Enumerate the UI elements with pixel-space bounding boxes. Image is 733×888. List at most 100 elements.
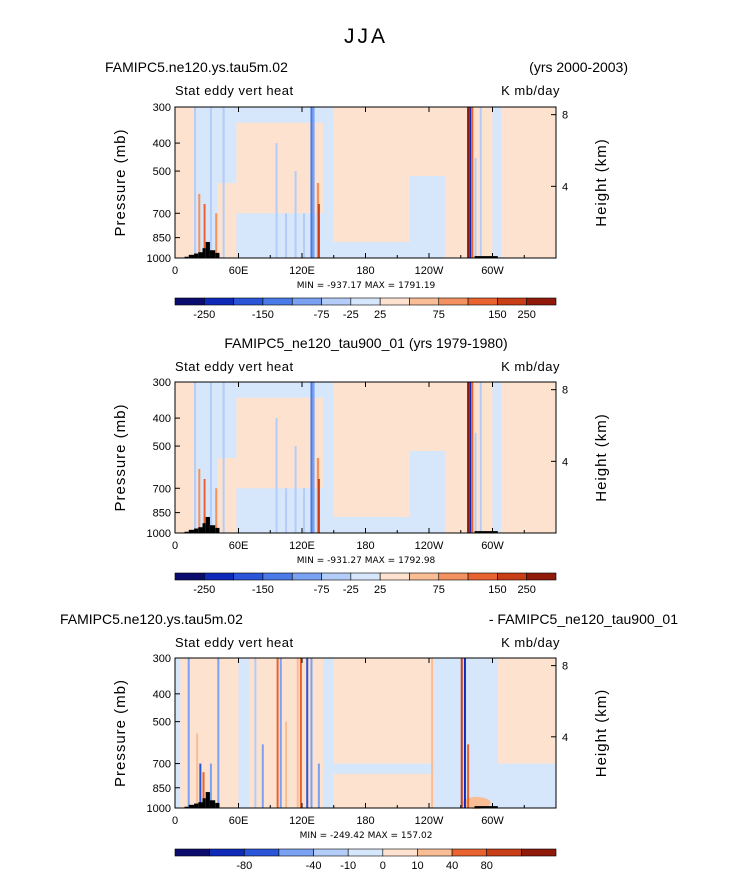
panel-right-title: (yrs 2000-2003)	[529, 59, 628, 75]
colorbar-label: 40	[446, 860, 458, 872]
colorbar-label: -75	[314, 309, 330, 321]
field-streak	[317, 203, 320, 258]
x-tick-label: 60E	[229, 540, 249, 552]
field-region	[217, 183, 237, 258]
y-tick-label: 700	[153, 483, 171, 495]
colorbar-box	[174, 848, 210, 857]
x-tick-label: 60E	[229, 815, 249, 827]
y-tick-label: 1000	[147, 253, 171, 265]
field-region	[180, 658, 239, 808]
field-streak	[469, 382, 472, 533]
colorbar-label: 0	[380, 860, 386, 872]
field-streak	[209, 382, 212, 533]
variable-label: Stat eddy vert heat	[175, 635, 294, 650]
units-label: K mb/day	[501, 359, 560, 374]
topography	[205, 792, 210, 808]
colorbar-box	[313, 848, 349, 857]
x-tick-label: 120E	[289, 265, 315, 277]
field-streak	[261, 744, 264, 808]
colorbar-box	[526, 297, 557, 306]
topography	[474, 256, 498, 258]
topography	[474, 806, 498, 808]
colorbar-label: 25	[374, 584, 386, 596]
colorbar-box	[243, 848, 280, 857]
colorbar-box	[204, 572, 234, 581]
field-streak	[285, 213, 288, 258]
y-tick-label: 1000	[147, 803, 171, 815]
colorbar-label: -150	[252, 584, 274, 596]
figure-title: JJA	[344, 25, 388, 48]
field-streak	[285, 488, 288, 533]
field-streak	[279, 658, 282, 808]
x-tick-label: 60E	[229, 265, 249, 277]
colorbar-box	[233, 297, 264, 306]
topography	[209, 250, 216, 258]
topography	[215, 527, 220, 533]
panel-right-title: - FAMIPC5_ne120_tau900_01	[489, 611, 678, 627]
y-tick-label: 700	[153, 208, 171, 220]
y-tick-label: 400	[153, 413, 171, 425]
colorbar-label: 250	[518, 309, 536, 321]
field-region	[280, 216, 324, 258]
y-tick-label: 500	[153, 166, 171, 178]
colorbar-label: 150	[488, 584, 506, 596]
y-axis-label: Pressure (mb)	[112, 679, 129, 787]
colorbar-box	[382, 848, 418, 857]
colorbar-box	[438, 297, 469, 306]
panel-3: 0 60E 120E 180 120W 60W300400500700850100084P…	[60, 611, 678, 872]
y-tick-label: 400	[153, 689, 171, 701]
field-streak	[209, 107, 212, 258]
field-region	[409, 107, 445, 176]
field-streak	[303, 213, 306, 258]
field-region	[497, 658, 556, 764]
field-streak	[471, 382, 474, 533]
topography	[209, 800, 216, 808]
stats-text: MIN = -249.42 MAX = 157.02	[300, 831, 433, 841]
field-region	[175, 107, 197, 258]
colorbar-box	[262, 297, 293, 306]
colorbar-label: -80	[236, 860, 252, 872]
topography	[184, 806, 189, 808]
field-streak	[317, 763, 320, 808]
field-streak	[310, 107, 313, 258]
height-tick-label: 4	[562, 456, 568, 468]
x-tick-label: 180	[356, 265, 374, 277]
topography	[184, 531, 189, 533]
colorbar-box	[321, 297, 352, 306]
colorbar-box	[278, 848, 314, 857]
field-streak	[222, 107, 225, 258]
x-tick-label: 180	[356, 540, 374, 552]
field-streak	[203, 203, 206, 258]
topography	[202, 248, 206, 258]
colorbar-box	[174, 297, 205, 306]
field-streak	[463, 658, 466, 808]
field-region	[175, 382, 197, 533]
field-streak	[460, 658, 463, 808]
field-streak	[275, 418, 278, 533]
field-streak	[317, 478, 320, 533]
x-tick-label: 120E	[289, 540, 315, 552]
colorbar-label: 25	[374, 309, 386, 321]
colorbar-label: -25	[343, 309, 359, 321]
colorbar-label: 75	[433, 584, 445, 596]
y-axis-label: Pressure (mb)	[112, 403, 129, 511]
field-streak	[479, 107, 482, 258]
colorbar-label: 80	[481, 860, 493, 872]
field-streak	[474, 432, 477, 533]
field-streak	[198, 468, 201, 533]
field-streak	[254, 658, 257, 808]
height-tick-label: 8	[562, 385, 568, 397]
colorbar-label: -40	[306, 860, 322, 872]
y-tick-label: 300	[153, 377, 171, 389]
field-streak	[209, 763, 212, 808]
colorbar-box	[486, 848, 522, 857]
y-axis-label: Pressure (mb)	[112, 128, 129, 236]
field-region	[500, 107, 556, 258]
colorbar-box	[174, 572, 205, 581]
field-streak	[294, 446, 297, 533]
field-streak	[299, 658, 302, 808]
colorbar-box	[347, 848, 384, 857]
field-blob	[462, 796, 491, 809]
topography	[194, 803, 199, 808]
